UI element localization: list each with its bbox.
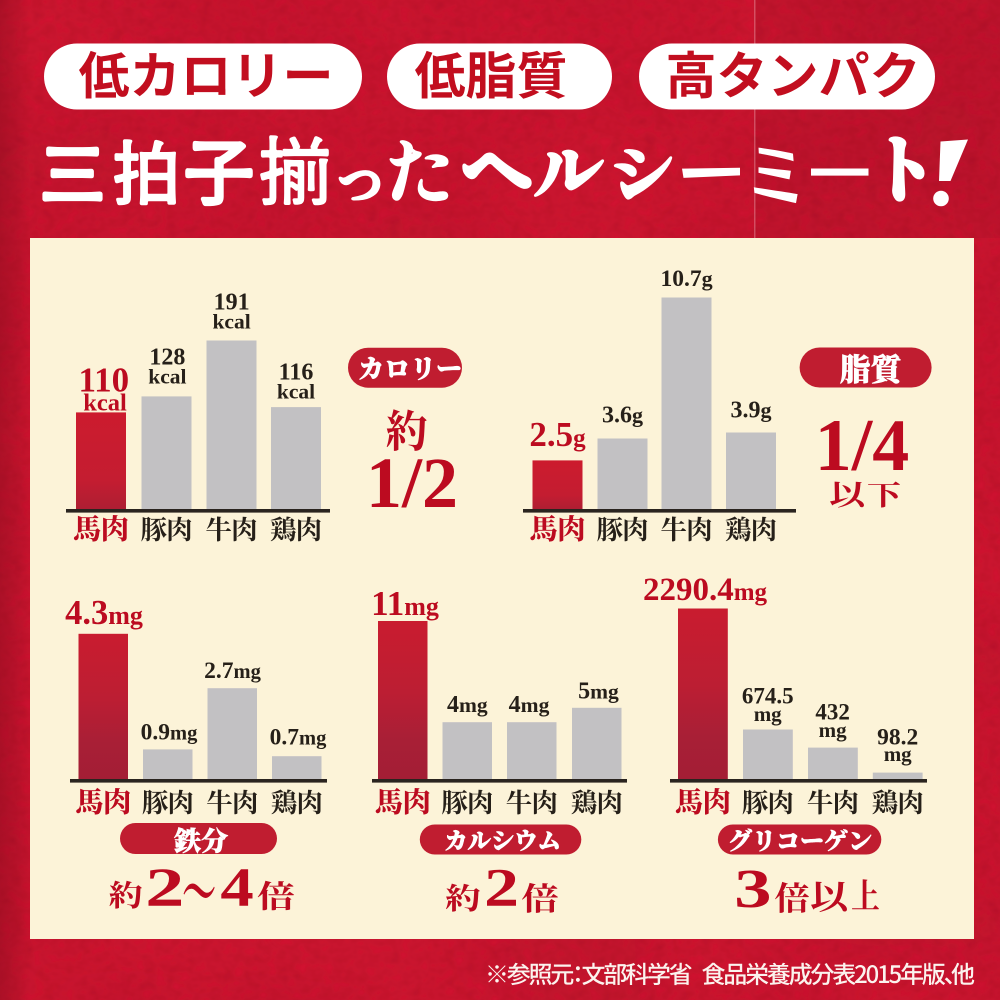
svg-text:128: 128 (149, 345, 185, 371)
svg-text:3.6g: 3.6g (602, 403, 643, 429)
svg-text:kcal: kcal (148, 365, 186, 389)
svg-text:kcal: kcal (212, 309, 250, 333)
svg-text:5mg: 5mg (578, 679, 619, 705)
svg-text:kcal: kcal (83, 390, 127, 417)
svg-text:432: 432 (815, 700, 850, 725)
svg-text:0.7mg: 0.7mg (270, 724, 327, 750)
svg-text:kcal: kcal (277, 380, 315, 404)
svg-text:110: 110 (79, 361, 130, 400)
svg-text:116: 116 (279, 360, 314, 386)
svg-text:4mg: 4mg (509, 692, 550, 718)
svg-text:1/4: 1/4 (815, 405, 910, 487)
svg-text:3.9g: 3.9g (731, 398, 772, 424)
svg-text:4mg: 4mg (447, 692, 488, 718)
svg-text:mg: mg (819, 718, 847, 742)
svg-text:10.7g: 10.7g (660, 266, 712, 292)
svg-text:674.5: 674.5 (742, 684, 794, 709)
svg-text:4.3mg: 4.3mg (65, 594, 143, 632)
svg-text:2.7mg: 2.7mg (204, 658, 261, 684)
svg-text:mg: mg (754, 702, 782, 726)
svg-text:0.9mg: 0.9mg (141, 719, 198, 745)
svg-text:98.2: 98.2 (877, 724, 918, 750)
svg-text:1/2: 1/2 (366, 443, 458, 523)
svg-text:mg: mg (884, 742, 912, 766)
svg-text:191: 191 (214, 289, 250, 315)
